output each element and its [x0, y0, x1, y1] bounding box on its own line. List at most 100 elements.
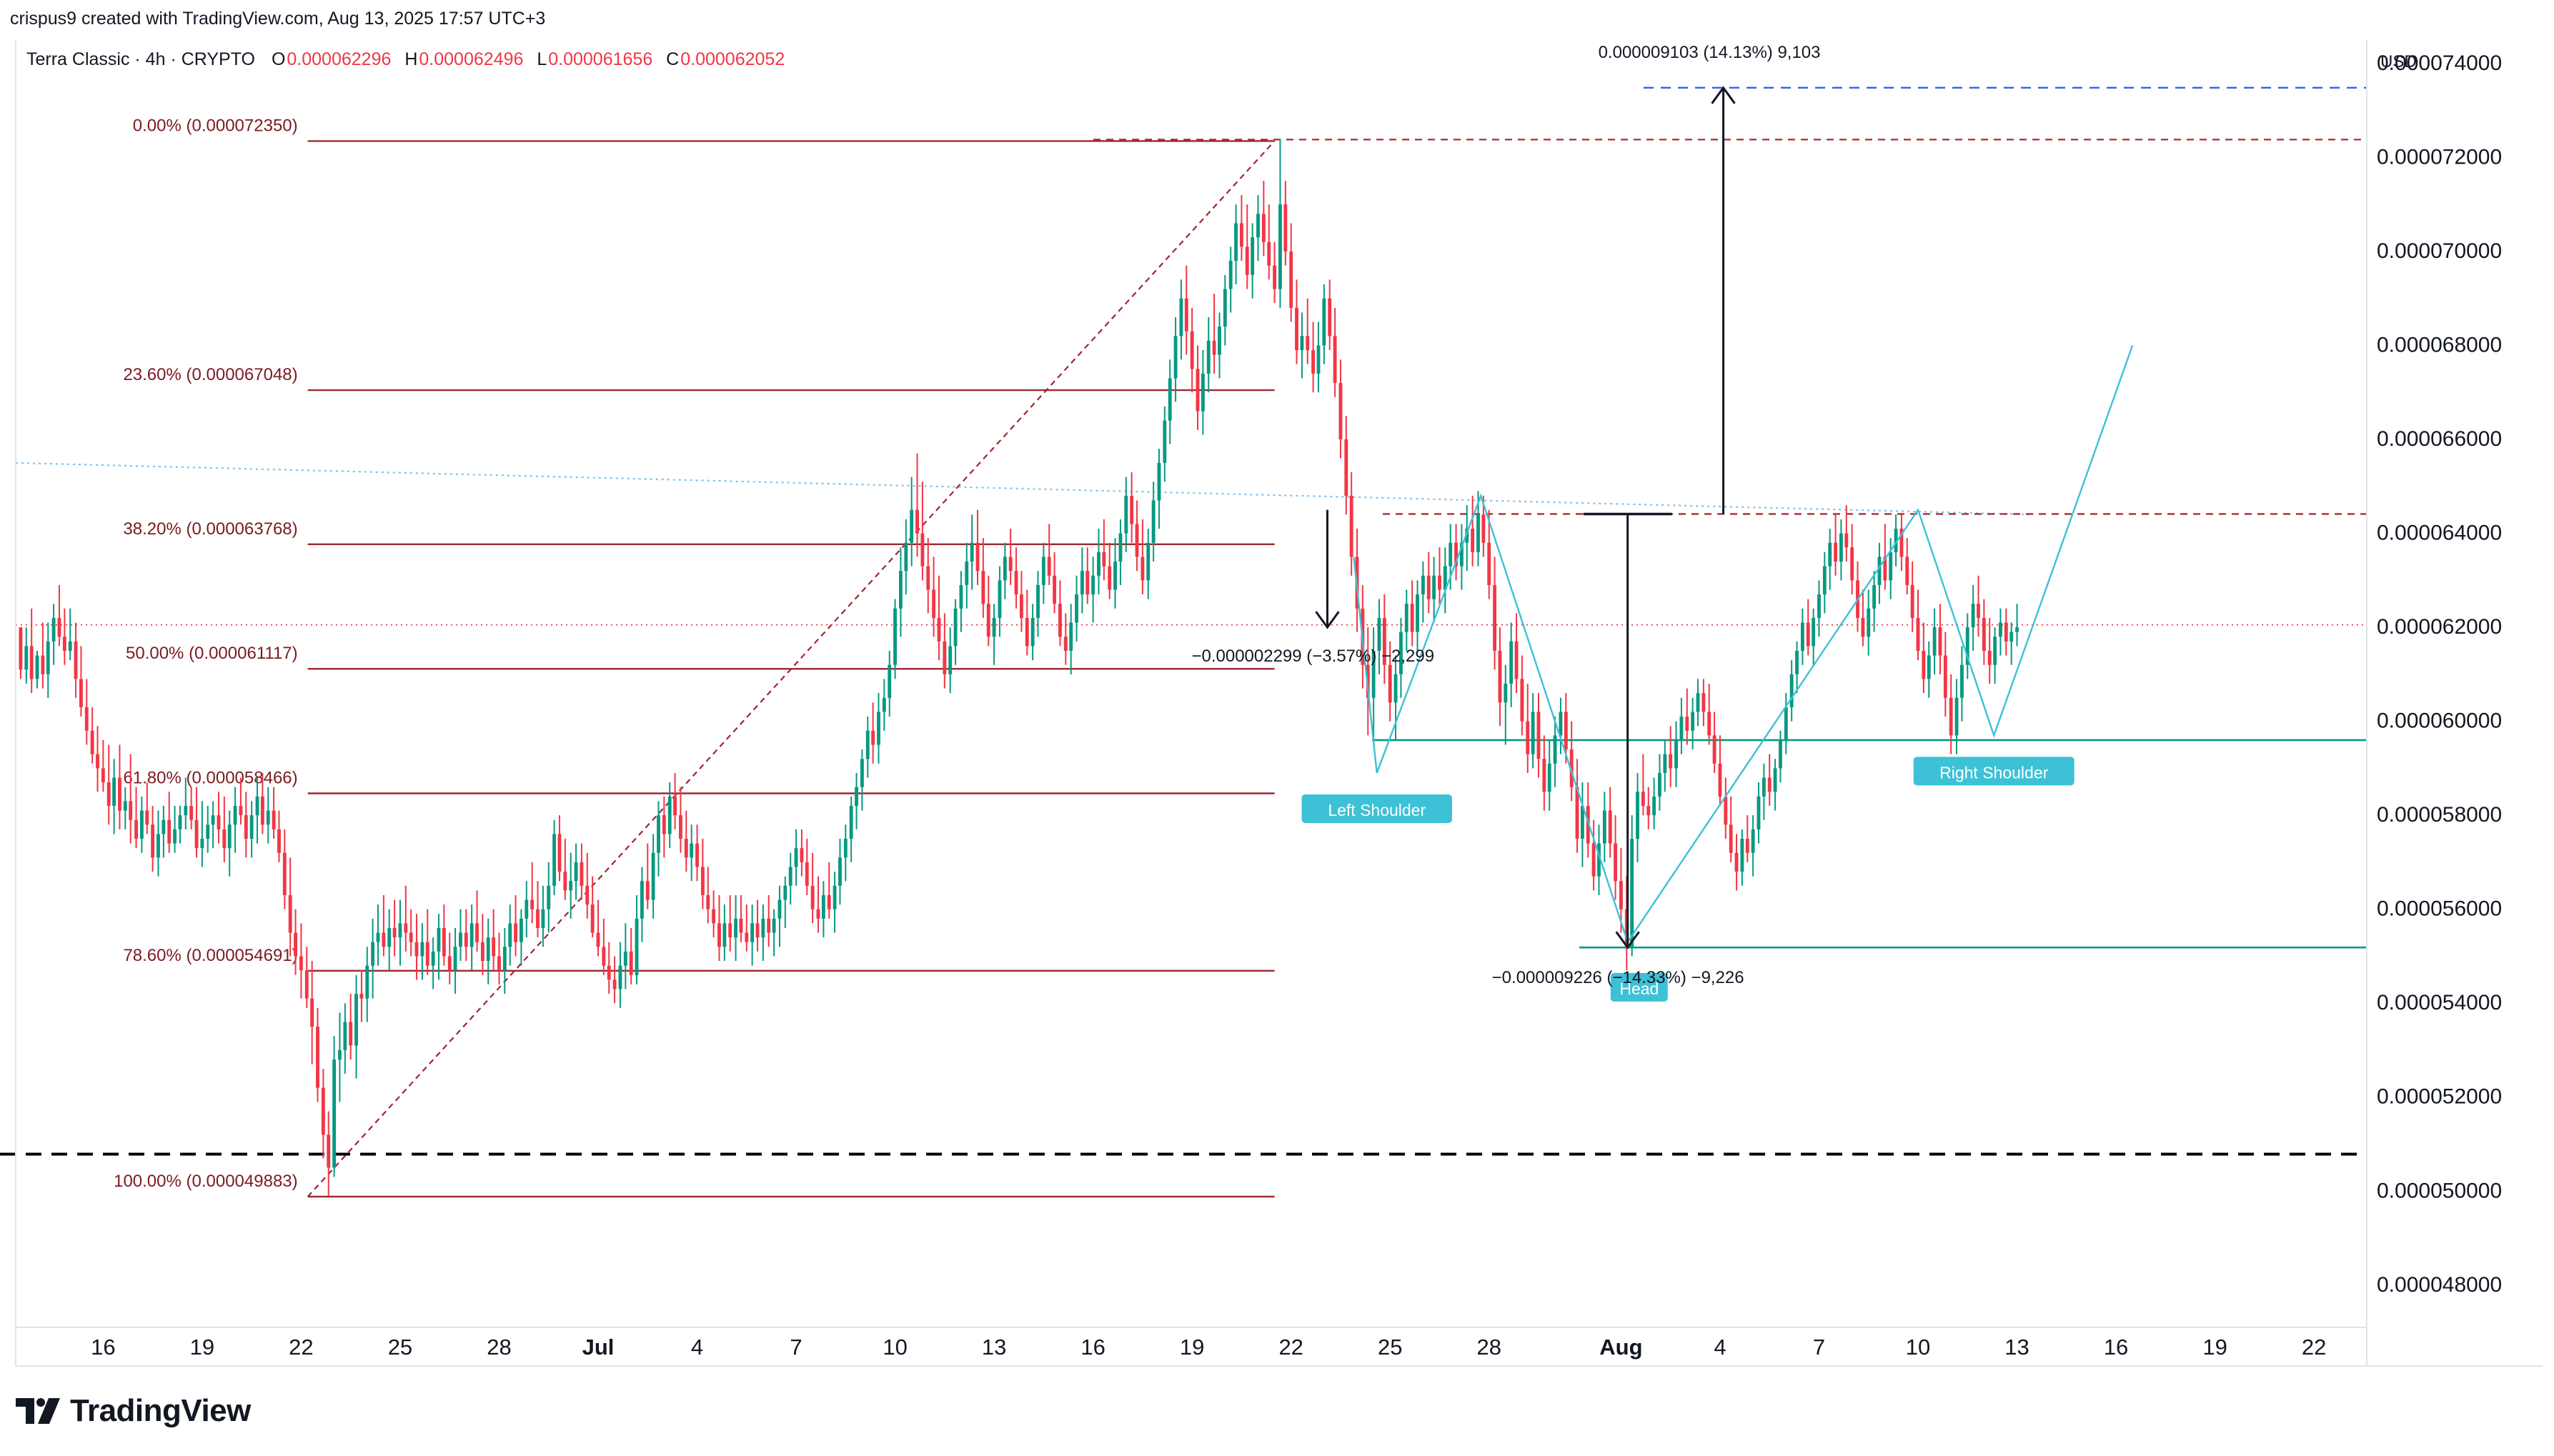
- fibonacci-retracement[interactable]: 0.00% (0.000072350) 23.60% (0.000067048) 3…: [114, 116, 1276, 1198]
- candle-body: [1685, 717, 1689, 731]
- x-tick-label: 22: [289, 1335, 313, 1360]
- candle-body: [1674, 739, 1678, 769]
- candle-body: [1036, 584, 1040, 618]
- candle-body: [1267, 241, 1271, 266]
- candle-body: [1382, 617, 1386, 665]
- candle-body: [1179, 298, 1183, 336]
- candle-body: [469, 923, 474, 947]
- candle-body: [635, 918, 639, 975]
- candle-body: [414, 942, 419, 957]
- candle-body: [167, 819, 172, 844]
- candle-body: [1146, 542, 1151, 581]
- price-axis-panel[interactable]: [2367, 0, 2554, 1366]
- candle-body: [640, 881, 644, 919]
- currency-label[interactable]: USD: [2380, 52, 2417, 71]
- candle-body: [800, 848, 804, 862]
- candle-body: [321, 1087, 325, 1135]
- x-tick-label: 28: [487, 1335, 511, 1360]
- candle-body: [1789, 674, 1794, 707]
- x-tick-label: 10: [883, 1335, 907, 1360]
- candle-body: [898, 571, 903, 609]
- candle-body: [1300, 336, 1304, 351]
- pattern-label-badge[interactable]: [1913, 757, 2074, 786]
- x-tick-label: 19: [2202, 1335, 2227, 1360]
- candle-body: [970, 542, 974, 562]
- candle-body: [690, 843, 694, 858]
- symbol-name[interactable]: Terra Classic · 4h · CRYPTO: [26, 49, 255, 69]
- fib-level-label: 50.00% (0.000061117): [126, 644, 298, 663]
- measure-arrowhead: [1315, 611, 1340, 629]
- candle-body: [1493, 584, 1497, 651]
- candle-body: [162, 819, 166, 834]
- candle-body: [41, 655, 45, 674]
- candle-body: [849, 805, 853, 839]
- pattern-drawings[interactable]: Left Shoulder Head Right Shoulder 0.0000091…: [1191, 43, 2134, 1002]
- candle-body: [459, 932, 462, 947]
- candle-body: [1438, 575, 1441, 590]
- candle-body: [1041, 557, 1045, 585]
- candle-body: [294, 932, 298, 957]
- candle-body: [1636, 792, 1639, 839]
- fib-trend-line[interactable]: [307, 140, 1276, 1197]
- candle-body: [541, 909, 545, 928]
- candle-body: [1740, 839, 1744, 872]
- candlestick-series: [19, 139, 2019, 1196]
- descending-trendline[interactable]: [15, 462, 2034, 516]
- candle-body: [101, 768, 105, 783]
- candle-body: [1025, 617, 1029, 647]
- candle-body: [1476, 514, 1480, 552]
- candle-body: [794, 848, 798, 867]
- candle-body: [1867, 608, 1871, 637]
- candle-body: [1349, 495, 1353, 557]
- x-tick-label: 10: [1906, 1335, 1930, 1360]
- candle-body: [1602, 810, 1606, 844]
- candle-body: [712, 909, 716, 924]
- candle-body: [1718, 763, 1722, 797]
- candle-body: [1393, 674, 1398, 703]
- x-tick-label: 7: [1813, 1335, 1825, 1360]
- candle-body: [1245, 246, 1249, 275]
- candle-body: [1058, 604, 1062, 637]
- candle-body: [1085, 571, 1090, 595]
- x-tick-label: 16: [1080, 1335, 1105, 1360]
- candle-body: [871, 730, 875, 745]
- horizontal-levels[interactable]: 0.0000734840.0000723810.0000644120.00005…: [0, 71, 2533, 1170]
- candle-body: [260, 796, 264, 825]
- candle-body: [1949, 697, 1953, 736]
- pattern-label-badge[interactable]: [1610, 972, 1668, 1002]
- candle-body: [1982, 617, 1986, 651]
- candle-body: [981, 571, 985, 604]
- candle-body: [68, 641, 72, 651]
- candle-body: [1932, 627, 1937, 656]
- pattern-label-badge[interactable]: [1301, 794, 1452, 823]
- candle-body: [1366, 664, 1370, 698]
- candle-body: [1773, 768, 1777, 792]
- candle-body: [392, 927, 397, 938]
- candle-body: [618, 965, 622, 989]
- candle-body: [821, 894, 825, 919]
- candle-body: [1965, 627, 1969, 665]
- candle-body: [194, 819, 199, 849]
- tradingview-brand[interactable]: TradingView: [16, 1393, 251, 1429]
- candle-body: [1586, 805, 1590, 844]
- candle-body: [354, 994, 358, 1046]
- x-tick-label: 25: [1378, 1335, 1402, 1360]
- candle-body: [1371, 650, 1376, 698]
- candle-body: [1218, 326, 1221, 355]
- candle-body: [1416, 594, 1419, 632]
- candle-body: [860, 759, 864, 787]
- candle-body: [299, 956, 303, 971]
- candle-body: [959, 584, 963, 609]
- candle-body: [1019, 594, 1023, 618]
- candle-body: [1658, 772, 1661, 797]
- fib-level-label: 61.80% (0.000058466): [123, 768, 297, 787]
- candle-body: [1520, 679, 1524, 722]
- candle-body: [1509, 641, 1514, 684]
- candle-body: [1679, 717, 1684, 740]
- candle-body: [475, 923, 479, 942]
- candle-body: [425, 942, 429, 966]
- measure-drop-label: −0.000002299 (−3.57%) −2,299: [1191, 647, 1434, 666]
- candle-body: [772, 918, 776, 933]
- candle-body: [651, 852, 655, 900]
